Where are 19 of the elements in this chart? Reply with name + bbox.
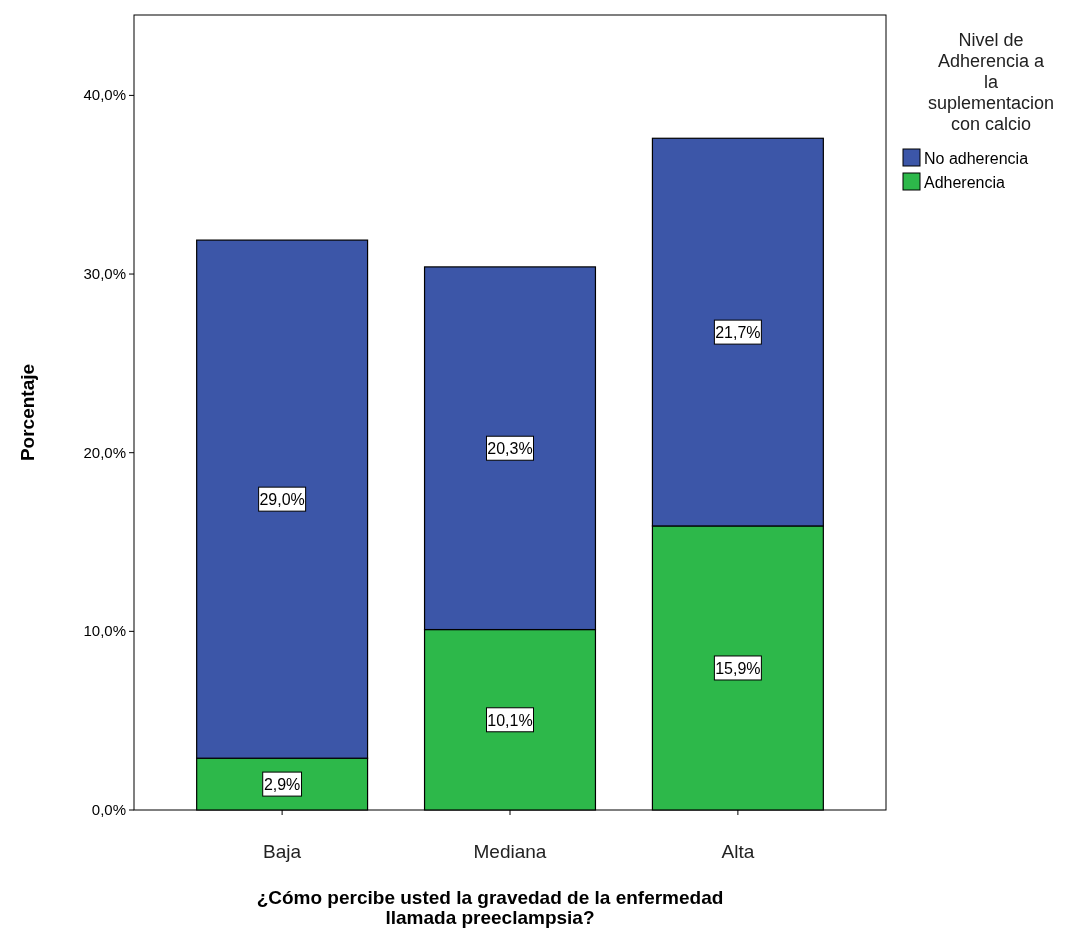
data-label: 21,7% <box>715 324 761 342</box>
x-tick-label: Mediana <box>473 841 547 862</box>
data-label: 10,1% <box>487 711 533 729</box>
y-tick-label: 20,0% <box>83 443 126 461</box>
data-label: 20,3% <box>487 440 533 458</box>
y-tick-label: 10,0% <box>83 622 126 640</box>
y-tick-label: 40,0% <box>83 86 126 104</box>
y-axis-title: Porcentaje <box>17 363 38 462</box>
y-tick-label: 30,0% <box>83 265 126 283</box>
data-label: 2,9% <box>263 776 301 794</box>
legend-label: Adherencia <box>924 174 1006 191</box>
legend-label: No adherencia <box>924 150 1029 167</box>
x-axis-title: ¿Cómo percibe usted la gravedad de la enfermedad llamada preeclampsia? <box>256 887 724 928</box>
y-tick-label: 0,0% <box>91 801 126 818</box>
data-label: 29,0% <box>259 491 305 509</box>
x-tick-label: Baja <box>263 841 302 862</box>
x-tick-label: Alta <box>721 841 755 862</box>
legend-title: Nivel de Adherencia a la suplementacion con calcio <box>927 30 1055 134</box>
data-label: 15,9% <box>715 659 761 677</box>
